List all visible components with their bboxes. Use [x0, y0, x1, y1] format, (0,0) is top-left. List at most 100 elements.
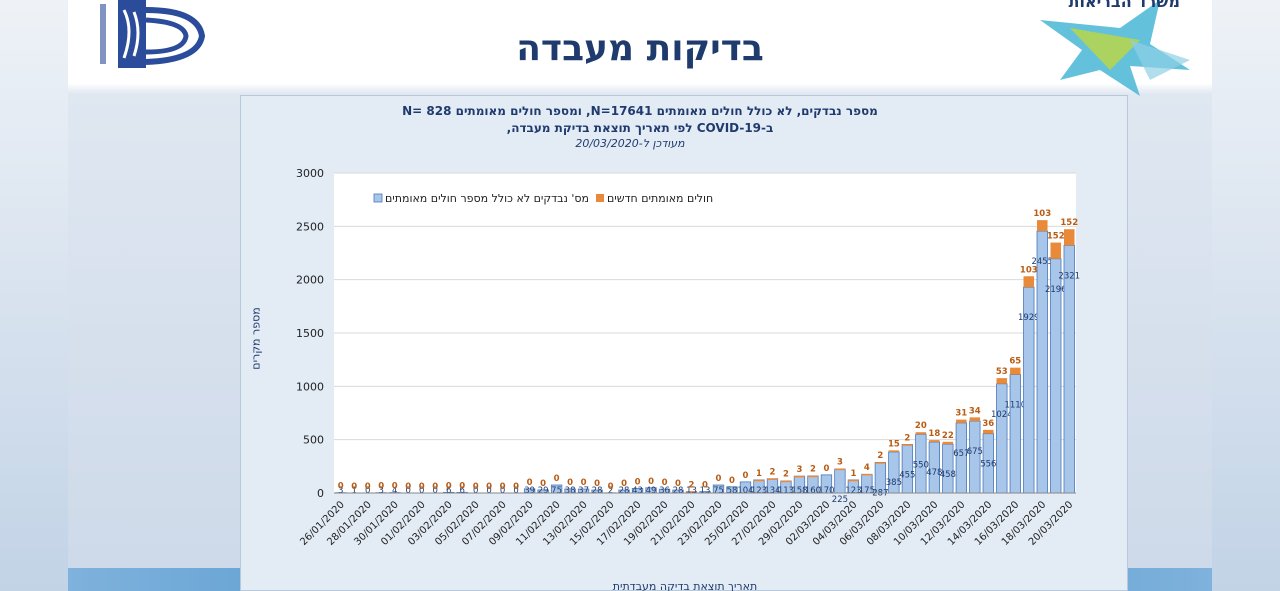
legend-swatch-confirmed: [596, 194, 604, 202]
data-label-tested: 6: [459, 486, 464, 496]
y-tick-label: 2000: [296, 274, 324, 287]
data-label-confirmed: 0: [702, 481, 708, 491]
data-label-tested: 29: [538, 486, 549, 496]
data-label-confirmed: 0: [823, 464, 829, 474]
data-label-tested: 556: [980, 460, 996, 470]
bar-confirmed: [875, 462, 886, 464]
data-label-confirmed: 103: [1033, 209, 1051, 219]
data-label-tested: 2196: [1045, 285, 1067, 295]
data-label-confirmed: 0: [392, 482, 398, 492]
data-label-confirmed: 2: [904, 433, 910, 443]
data-label-confirmed: 1: [756, 469, 762, 479]
data-label-tested: 28: [592, 486, 603, 496]
y-tick-label: 3000: [296, 167, 324, 180]
data-label-confirmed: 0: [675, 479, 681, 489]
data-label-confirmed: 0: [500, 482, 506, 492]
data-label-tested: 0: [432, 486, 437, 496]
y-tick-label: 1000: [296, 380, 324, 393]
data-label-tested: 158: [791, 486, 807, 496]
data-label-tested: 1: [352, 486, 357, 496]
data-label-confirmed: 4: [864, 463, 870, 473]
data-label-confirmed: 0: [338, 482, 344, 492]
bar-confirmed: [753, 479, 765, 482]
data-label-tested: 75: [713, 486, 724, 496]
data-label-confirmed: 0: [419, 482, 425, 492]
data-label-tested: 0: [419, 486, 424, 496]
data-label-tested: 104: [737, 486, 753, 496]
bar-confirmed: [902, 444, 913, 446]
right-background: [1212, 0, 1280, 591]
data-label-tested: 1110: [1004, 401, 1026, 411]
data-label-confirmed: 0: [554, 474, 560, 484]
data-label-tested: 28: [673, 486, 684, 496]
data-label-confirmed: 31: [955, 409, 967, 419]
data-label-confirmed: 0: [432, 482, 438, 492]
data-label-tested: 3: [338, 486, 343, 496]
legend-label-confirmed: חולים מאומתים חדשים: [607, 192, 713, 205]
bar-tested: [1036, 230, 1048, 494]
data-label-confirmed: 65: [1009, 357, 1021, 367]
data-label-tested: 0: [365, 486, 370, 496]
data-label-confirmed: 18: [928, 429, 940, 439]
data-label-confirmed: 2: [783, 470, 789, 480]
data-label-confirmed: 0: [486, 482, 492, 492]
data-label-confirmed: 0: [662, 478, 668, 488]
data-label-tested: 385: [886, 478, 902, 488]
data-label-tested: 13: [686, 486, 697, 496]
data-label-confirmed: 0: [581, 478, 587, 488]
data-label-tested: 0: [500, 486, 505, 496]
data-label-confirmed: 2: [877, 451, 883, 461]
data-label-tested: 58: [727, 486, 738, 496]
data-label-confirmed: 15: [888, 439, 900, 449]
bar-confirmed: [929, 440, 940, 443]
chart-title: מספר נבדקים, לא כולל חולים מאומתים N=176…: [340, 103, 940, 137]
data-label-tested: 0: [473, 486, 478, 496]
data-label-confirmed: 0: [473, 482, 479, 492]
data-label-tested: 160: [805, 486, 821, 496]
bar-confirmed: [834, 468, 846, 471]
data-label-confirmed: 0: [567, 478, 573, 488]
data-label-tested: 75: [551, 486, 562, 496]
data-label-confirmed: 22: [942, 431, 954, 441]
data-label-confirmed: 36: [982, 419, 994, 429]
ministry-name: משרד הבריאות: [1068, 0, 1180, 11]
bar-confirmed: [969, 417, 981, 421]
data-label-confirmed: 1: [850, 469, 856, 479]
data-label-tested: 675: [967, 447, 983, 457]
bar-confirmed: [983, 429, 994, 434]
bar-confirmed: [1023, 276, 1035, 288]
data-label-confirmed: 2: [689, 480, 695, 490]
data-label-tested: 38: [565, 486, 576, 496]
data-label-confirmed: 0: [459, 481, 465, 491]
data-label-confirmed: 2: [769, 467, 775, 477]
data-label-tested: 225: [832, 495, 848, 505]
data-label-confirmed: 0: [446, 481, 452, 491]
bar-tested: [1063, 245, 1075, 494]
bar-confirmed: [1010, 367, 1021, 375]
data-label-confirmed: 0: [635, 477, 641, 487]
slide-header: [68, 0, 1212, 84]
data-label-tested: 1024: [991, 410, 1013, 420]
bar-tested: [901, 444, 914, 494]
bar-confirmed: [767, 478, 778, 480]
data-label-confirmed: 0: [716, 474, 722, 484]
bar-tested: [969, 420, 981, 494]
bar-confirmed: [915, 432, 927, 435]
chart-updated-date: מעודכן ל-20/03/2020: [575, 137, 685, 150]
data-label-tested: 0: [486, 486, 491, 496]
data-label-confirmed: 0: [608, 482, 614, 492]
data-label-confirmed: 3: [837, 458, 843, 468]
data-label-tested: 478: [926, 468, 942, 478]
data-label-tested: 550: [913, 460, 929, 470]
data-label-confirmed: 0: [648, 477, 654, 487]
bar-confirmed: [1063, 229, 1075, 246]
slide-title: בדיקות מעבדה: [516, 28, 764, 69]
data-label-tested: 113: [778, 486, 794, 496]
data-label-confirmed: 0: [351, 482, 357, 492]
bar-confirmed: [794, 475, 805, 478]
data-label-confirmed: 3: [796, 465, 802, 475]
bar-confirmed: [848, 479, 859, 482]
data-label-confirmed: 0: [527, 478, 533, 488]
data-label-tested: 123: [845, 486, 861, 496]
data-label-tested: 43: [632, 486, 643, 496]
